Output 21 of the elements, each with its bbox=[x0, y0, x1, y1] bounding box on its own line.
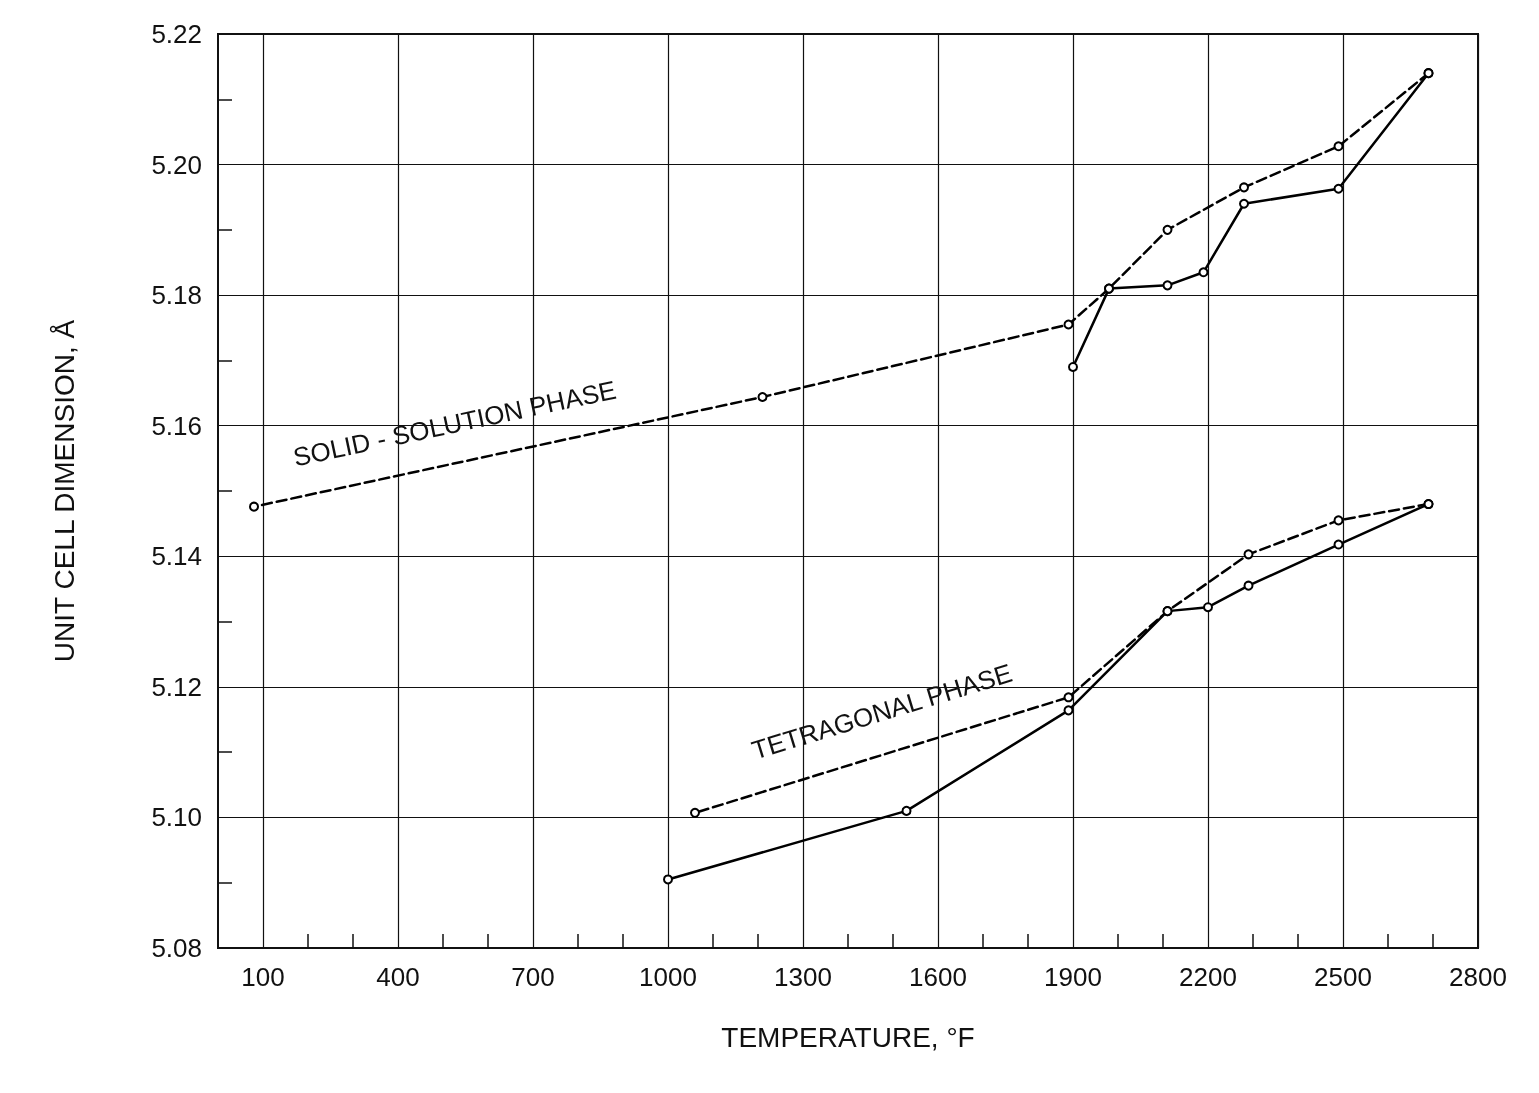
y-axis-title: UNIT CELL DIMENSION, Å bbox=[48, 319, 80, 663]
x-tick-label: 1000 bbox=[639, 962, 697, 992]
x-tick-label: 1600 bbox=[909, 962, 967, 992]
x-tick-label: 2200 bbox=[1179, 962, 1237, 992]
x-tick-label: 700 bbox=[511, 962, 555, 992]
x-tick-label: 100 bbox=[241, 962, 285, 992]
x-tick-label: 400 bbox=[376, 962, 420, 992]
y-tick-label: 5.16 bbox=[151, 410, 202, 441]
y-tick-label: 5.20 bbox=[151, 149, 202, 180]
y-tick-label: 5.08 bbox=[151, 933, 202, 963]
x-tick-label: 1300 bbox=[774, 962, 832, 992]
y-tick-label: 5.10 bbox=[151, 802, 202, 833]
x-axis-title: TEMPERATURE, °F bbox=[721, 1021, 975, 1053]
y-tick-label: 5.18 bbox=[151, 280, 202, 311]
x-tick-label: 2500 bbox=[1314, 962, 1372, 992]
annotation: SOLID - SOLUTION PHASE bbox=[290, 374, 619, 473]
y-tick-label: 5.14 bbox=[151, 541, 202, 572]
y-tick-label: 5.12 bbox=[151, 671, 202, 702]
x-tick-label: 1900 bbox=[1044, 962, 1102, 992]
x-tick-label: 2800 bbox=[1449, 962, 1507, 992]
y-tick-label: 5.22 bbox=[151, 19, 202, 49]
